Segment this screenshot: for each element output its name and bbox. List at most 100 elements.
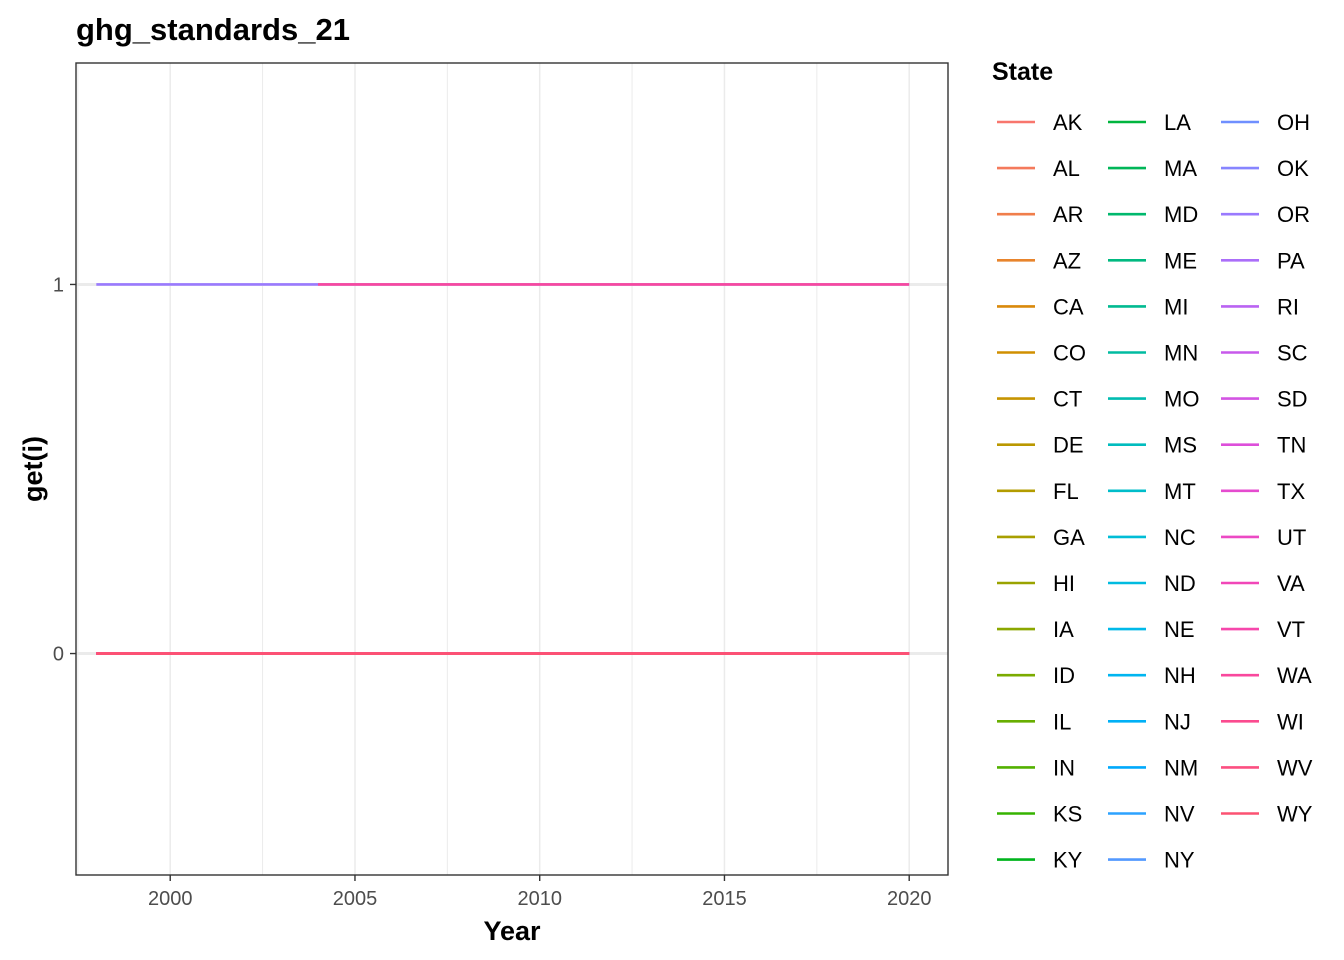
legend-item-pa: PA — [1221, 248, 1305, 273]
legend-label: VT — [1277, 617, 1305, 642]
chart-title: ghg_standards_21 — [76, 12, 350, 47]
legend-label: TN — [1277, 433, 1306, 458]
legend-item-ms: MS — [1108, 433, 1197, 458]
legend-label: FL — [1053, 479, 1079, 504]
x-axis: 2000 2005 2010 2015 2020 — [148, 875, 931, 910]
legend-label: RI — [1277, 294, 1299, 319]
legend-item-co: CO — [997, 341, 1086, 366]
legend-label: ND — [1164, 571, 1196, 596]
legend-label: MT — [1164, 479, 1196, 504]
legend-label: MO — [1164, 387, 1199, 412]
legend-label: AZ — [1053, 248, 1081, 273]
legend-item-ga: GA — [997, 525, 1085, 550]
legend-item-ky: KY — [997, 848, 1083, 873]
legend-label: TX — [1277, 479, 1305, 504]
legend-label: WI — [1277, 709, 1304, 734]
legend-item-fl: FL — [997, 479, 1079, 504]
legend-item-wv: WV — [1221, 755, 1313, 780]
legend-label: NE — [1164, 617, 1195, 642]
legend: State AK AL AR AZ CA CO CT DE FL GA HI IA ID IL IN KS KY… — [992, 58, 1313, 873]
legend-item-nm: NM — [1108, 755, 1198, 780]
legend-item-sc: SC — [1221, 341, 1308, 366]
legend-item-nj: NJ — [1108, 709, 1191, 734]
legend-item-or: OR — [1221, 202, 1310, 227]
plot-border — [75, 62, 949, 876]
legend-label: NJ — [1164, 709, 1191, 734]
legend-item-wy: WY — [1221, 802, 1313, 827]
legend-label: ME — [1164, 248, 1197, 273]
legend-label: NC — [1164, 525, 1196, 550]
legend-item-nc: NC — [1108, 525, 1196, 550]
legend-item-va: VA — [1221, 571, 1305, 596]
legend-label: MA — [1164, 156, 1197, 181]
legend-item-ak: AK — [997, 110, 1083, 135]
x-tick-label: 2005 — [333, 888, 378, 910]
legend-label: NH — [1164, 663, 1196, 688]
legend-item-in: IN — [997, 755, 1075, 780]
legend-item-az: AZ — [997, 248, 1081, 273]
legend-item-hi: HI — [997, 571, 1075, 596]
legend-label: NV — [1164, 802, 1195, 827]
legend-item-vt: VT — [1221, 617, 1305, 642]
x-tick-label: 2010 — [517, 888, 562, 910]
legend-item-ny: NY — [1108, 848, 1195, 873]
legend-item-tn: TN — [1221, 433, 1306, 458]
legend-item-ok: OK — [1221, 156, 1309, 181]
legend-label: UT — [1277, 525, 1306, 550]
legend-item-nh: NH — [1108, 663, 1196, 688]
y-tick-label: 1 — [53, 274, 64, 296]
legend-title: State — [992, 58, 1053, 86]
legend-items: AK AL AR AZ CA CO CT DE FL GA HI IA ID IL IN KS KY LA MA MD… — [997, 110, 1313, 873]
legend-item-ks: KS — [997, 802, 1082, 827]
legend-item-il: IL — [997, 709, 1071, 734]
legend-label: HI — [1053, 571, 1075, 596]
legend-item-sd: SD — [1221, 387, 1308, 412]
x-tick-label: 2020 — [887, 888, 932, 910]
legend-label: NY — [1164, 848, 1195, 873]
legend-item-md: MD — [1108, 202, 1198, 227]
legend-label: SC — [1277, 341, 1308, 366]
legend-label: WY — [1277, 802, 1313, 827]
x-axis-label: Year — [483, 916, 541, 946]
legend-label: AL — [1053, 156, 1080, 181]
legend-item-nd: ND — [1108, 571, 1196, 596]
legend-item-ct: CT — [997, 387, 1082, 412]
legend-label: CO — [1053, 341, 1086, 366]
legend-label: IL — [1053, 709, 1071, 734]
legend-item-la: LA — [1108, 110, 1191, 135]
legend-label: NM — [1164, 755, 1198, 780]
legend-item-ne: NE — [1108, 617, 1195, 642]
x-tick-label: 2000 — [148, 888, 193, 910]
legend-label: PA — [1277, 248, 1305, 273]
legend-label: MS — [1164, 433, 1197, 458]
legend-label: WA — [1277, 663, 1312, 688]
y-tick-label: 0 — [53, 644, 64, 666]
legend-label: KS — [1053, 802, 1082, 827]
legend-label: IN — [1053, 755, 1075, 780]
legend-item-ia: IA — [997, 617, 1074, 642]
legend-label: VA — [1277, 571, 1305, 596]
legend-item-me: ME — [1108, 248, 1197, 273]
minor-gridlines — [77, 63, 818, 875]
legend-item-wa: WA — [1221, 663, 1312, 688]
legend-item-ar: AR — [997, 202, 1084, 227]
legend-item-oh: OH — [1221, 110, 1310, 135]
legend-item-mt: MT — [1108, 479, 1196, 504]
legend-item-id: ID — [997, 663, 1075, 688]
legend-item-wi: WI — [1221, 709, 1304, 734]
legend-label: AR — [1053, 202, 1084, 227]
legend-item-ma: MA — [1108, 156, 1197, 181]
plot-background — [76, 63, 948, 875]
legend-label: GA — [1053, 525, 1085, 550]
legend-item-mn: MN — [1108, 341, 1198, 366]
legend-item-ca: CA — [997, 294, 1084, 319]
legend-label: SD — [1277, 387, 1308, 412]
y-axis-label: get(i) — [18, 436, 48, 502]
legend-item-al: AL — [997, 156, 1080, 181]
legend-label: KY — [1053, 848, 1083, 873]
y-axis: 01 — [53, 274, 76, 666]
legend-label: OR — [1277, 202, 1310, 227]
legend-label: CT — [1053, 387, 1082, 412]
legend-item-de: DE — [997, 433, 1084, 458]
